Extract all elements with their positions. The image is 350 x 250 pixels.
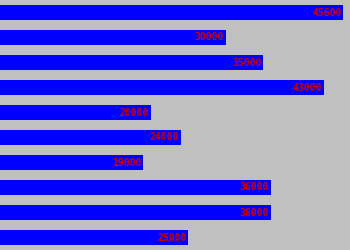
Text: 25000: 25000: [157, 232, 187, 242]
Text: 36000: 36000: [240, 182, 269, 192]
Text: 36000: 36000: [240, 208, 269, 218]
Text: 20000: 20000: [119, 108, 149, 118]
FancyBboxPatch shape: [0, 5, 343, 20]
FancyBboxPatch shape: [0, 155, 143, 170]
FancyBboxPatch shape: [0, 105, 150, 120]
FancyBboxPatch shape: [0, 130, 181, 145]
Text: 24000: 24000: [149, 132, 179, 142]
FancyBboxPatch shape: [0, 30, 226, 45]
FancyBboxPatch shape: [0, 205, 271, 220]
FancyBboxPatch shape: [0, 80, 324, 95]
Text: 43000: 43000: [293, 82, 322, 92]
FancyBboxPatch shape: [0, 230, 188, 245]
Text: 35000: 35000: [232, 58, 262, 68]
Text: 19000: 19000: [112, 158, 141, 168]
Text: 30000: 30000: [195, 32, 224, 42]
FancyBboxPatch shape: [0, 180, 271, 195]
FancyBboxPatch shape: [0, 55, 264, 70]
Text: 45600: 45600: [312, 8, 342, 18]
